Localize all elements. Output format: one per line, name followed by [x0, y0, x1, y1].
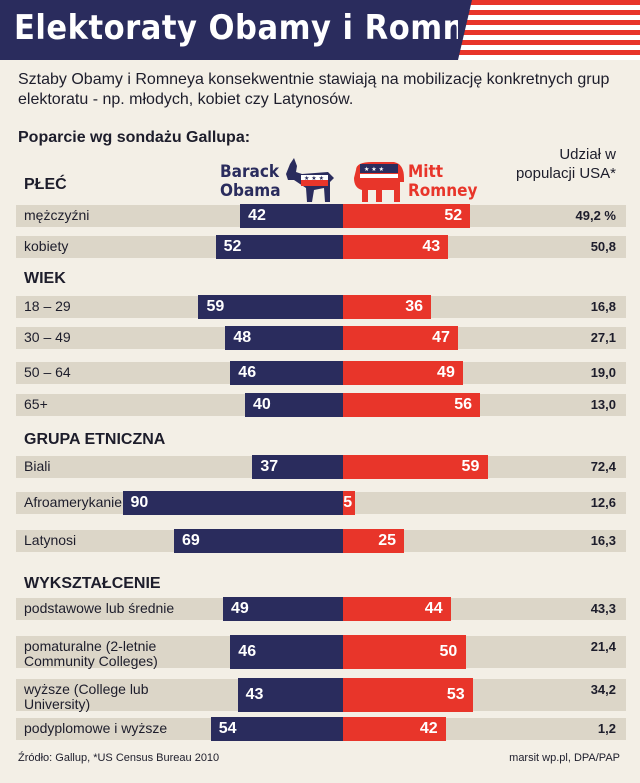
- romney-name-text: Mitt Romney: [408, 162, 478, 201]
- obama-value-label: 46: [238, 364, 257, 381]
- row-label: 50 – 64: [24, 364, 71, 380]
- population-share-value: 27,1: [590, 330, 616, 345]
- row-label: podstawowe lub średnie: [24, 600, 175, 616]
- poll-label: Poparcie wg sondażu Gallupa:: [18, 129, 251, 146]
- section-title: WYKSZTAŁCENIE: [24, 575, 161, 592]
- obama-bar: [210, 717, 343, 741]
- section-title: PŁEĆ: [24, 176, 67, 193]
- row-label: 30 – 49: [24, 329, 71, 345]
- svg-text:★ ★ ★: ★ ★ ★: [364, 166, 384, 173]
- credit-note: marsit wp.pl, DPA/PAP: [509, 752, 620, 764]
- section-title: GRUPA ETNICZNA: [24, 431, 166, 448]
- page-title: Elektoraty Obamy i Romneya: [14, 8, 528, 48]
- romney-bar: [343, 455, 488, 479]
- population-share-value: 50,8: [590, 239, 616, 254]
- romney-value-label: 52: [444, 207, 463, 224]
- section-title: WIEK: [24, 270, 66, 287]
- source-note: Źródło: Gallup, *US Census Bureau 2010: [18, 752, 220, 764]
- population-share-header: Udział w populacji USA*: [515, 146, 616, 182]
- row-label: Latynosi: [24, 532, 77, 548]
- row-label: kobiety: [24, 238, 69, 254]
- romney-bar: [343, 491, 356, 515]
- obama-bar: [225, 326, 343, 350]
- romney-value-label: 59: [461, 458, 480, 475]
- population-share-value: 1,2: [597, 721, 616, 736]
- obama-value-label: 48: [233, 329, 252, 346]
- row-label: Afroamerykanie: [24, 494, 123, 510]
- us-flag-icon: [458, 0, 640, 60]
- romney-bar: [343, 295, 432, 319]
- obama-value-label: 37: [260, 458, 279, 475]
- romney-value-label: 25: [378, 532, 397, 549]
- population-share-value: 43,3: [590, 601, 616, 616]
- obama-bar: [222, 597, 343, 621]
- romney-bar: [343, 529, 405, 553]
- obama-bar: [122, 491, 343, 515]
- obama-value-label: 59: [206, 298, 225, 315]
- obama-bar: [230, 635, 343, 669]
- obama-value-label: 42: [248, 207, 266, 224]
- population-share-value: 72,4: [590, 459, 616, 474]
- obama-bar: [173, 529, 343, 553]
- population-share-value: 21,4: [590, 639, 616, 654]
- header-banner: Elektoraty Obamy i Romneya: [0, 0, 640, 60]
- obama-bar: [237, 678, 343, 712]
- obama-bar: [252, 455, 343, 479]
- romney-bar: [343, 361, 464, 385]
- obama-bar: [198, 295, 343, 319]
- romney-value-label: 44: [424, 600, 443, 617]
- republican-elephant-icon: ★ ★ ★: [354, 162, 404, 202]
- romney-value-label: 5: [343, 494, 353, 511]
- svg-text:★ ★ ★: ★ ★ ★: [304, 175, 324, 182]
- obama-value-label: 90: [130, 494, 149, 511]
- obama-value-label: 54: [218, 720, 237, 737]
- obama-value-label: 43: [245, 686, 264, 703]
- population-share-value: 34,2: [590, 682, 616, 697]
- obama-name-label: Barack Obama: [220, 163, 284, 201]
- row-label: wyższe (College lub University): [24, 681, 149, 712]
- romney-value-label: 42: [419, 720, 438, 737]
- subtitle: Sztaby Obamy i Romneya konsekwentnie sta…: [18, 71, 610, 108]
- romney-value-label: 49: [437, 364, 455, 381]
- obama-value-label: 49: [230, 600, 249, 617]
- romney-bar: [343, 717, 446, 741]
- obama-value-label: 46: [238, 643, 257, 660]
- population-share-value: 49,2 %: [575, 208, 616, 223]
- romney-value-label: 56: [454, 396, 472, 413]
- romney-name-label: Mitt Romney: [408, 163, 478, 201]
- obama-value-label: 69: [181, 532, 200, 549]
- democrat-donkey-icon: ★ ★ ★: [286, 158, 334, 202]
- obama-name-text: Barack Obama: [220, 162, 281, 201]
- population-share-value: 13,0: [590, 397, 616, 412]
- romney-bar: [343, 597, 451, 621]
- row-label: podyplomowe i wyższe: [24, 720, 168, 736]
- romney-value-label: 50: [439, 643, 458, 660]
- romney-bar: [343, 393, 481, 417]
- romney-value-label: 53: [446, 686, 465, 703]
- row-label: Biali: [24, 458, 51, 474]
- population-share-value: 19,0: [590, 365, 616, 380]
- romney-bar: [343, 635, 466, 669]
- romney-value-label: 36: [405, 298, 423, 315]
- row-label: 65+: [24, 396, 48, 412]
- obama-value-label: 52: [223, 238, 242, 255]
- romney-bar: [343, 204, 471, 228]
- population-share-value: 16,8: [590, 299, 616, 314]
- romney-value-label: 47: [432, 329, 450, 346]
- population-share-value: 16,3: [590, 533, 616, 548]
- row-label: pomaturalne (2-letnie Community Colleges…: [24, 638, 158, 669]
- obama-value-label: 40: [253, 396, 271, 413]
- row-label: 18 – 29: [24, 298, 71, 314]
- romney-value-label: 43: [422, 238, 441, 255]
- obama-bar: [230, 361, 343, 385]
- romney-bar: [343, 235, 449, 259]
- romney-bar: [343, 678, 473, 712]
- obama-bar: [215, 235, 343, 259]
- row-label: mężczyźni: [24, 207, 90, 223]
- population-share-value: 12,6: [590, 495, 616, 510]
- obama-bar: [245, 393, 343, 417]
- romney-bar: [343, 326, 459, 350]
- obama-bar: [240, 204, 343, 228]
